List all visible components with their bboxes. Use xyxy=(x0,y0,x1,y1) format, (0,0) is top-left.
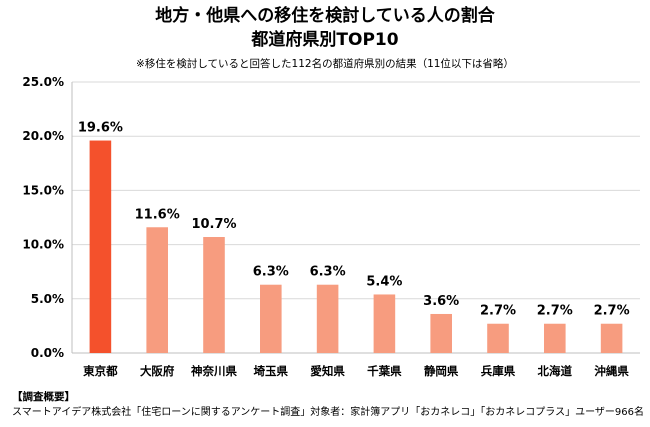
y-tick-label: 0.0% xyxy=(31,346,64,360)
data-label: 2.7% xyxy=(594,304,630,319)
survey-heading: 【調査概要】 xyxy=(12,391,75,403)
chart-subtitle: ※移住を検討していると回答した112名の都道府県別の結果（11位以下は省略） xyxy=(136,58,514,70)
survey-description: スマートアイデア株式会社「住宅ローンに関するアンケート調査」対象者：家計簿アプリ… xyxy=(12,407,644,418)
y-tick-label: 15.0% xyxy=(22,183,64,197)
x-tick-label: 埼玉県 xyxy=(254,364,289,378)
bar xyxy=(260,284,282,353)
x-tick-label: 兵庫県 xyxy=(481,364,516,378)
data-label: 11.6% xyxy=(135,207,180,222)
x-tick-label: 北海道 xyxy=(538,364,573,378)
x-tick-label: 静岡県 xyxy=(424,364,459,378)
x-tick-label: 神奈川県 xyxy=(191,364,237,378)
y-tick-label: 25.0% xyxy=(22,75,64,89)
bar xyxy=(600,323,623,353)
data-label: 10.7% xyxy=(191,217,236,232)
bar xyxy=(487,323,509,353)
bar xyxy=(316,284,339,353)
data-label: 6.3% xyxy=(253,265,289,280)
x-tick-label: 愛知県 xyxy=(310,364,345,378)
data-label: 6.3% xyxy=(310,265,346,280)
bar xyxy=(203,237,225,353)
bar xyxy=(544,323,566,353)
bar xyxy=(430,313,452,353)
x-tick-label: 沖縄県 xyxy=(594,364,629,378)
data-label: 2.7% xyxy=(537,304,573,319)
y-tick-label: 20.0% xyxy=(22,129,64,143)
data-label: 2.7% xyxy=(480,304,516,319)
bar xyxy=(89,140,112,353)
chart-title-line1: 地方・他県への移住を検討している人の割合 xyxy=(155,6,495,26)
data-label: 5.4% xyxy=(366,274,402,289)
y-tick-label: 10.0% xyxy=(22,238,64,252)
data-label: 3.6% xyxy=(423,294,459,309)
x-tick-label: 千葉県 xyxy=(367,364,402,378)
x-tick-label: 東京都 xyxy=(83,364,118,378)
x-tick-label: 大阪府 xyxy=(140,364,175,378)
data-label: 19.6% xyxy=(78,121,123,136)
y-tick-label: 5.0% xyxy=(31,292,64,306)
bar xyxy=(373,294,396,353)
bar xyxy=(146,227,168,353)
chart-title-line2: 都道府県別TOP10 xyxy=(251,30,399,50)
